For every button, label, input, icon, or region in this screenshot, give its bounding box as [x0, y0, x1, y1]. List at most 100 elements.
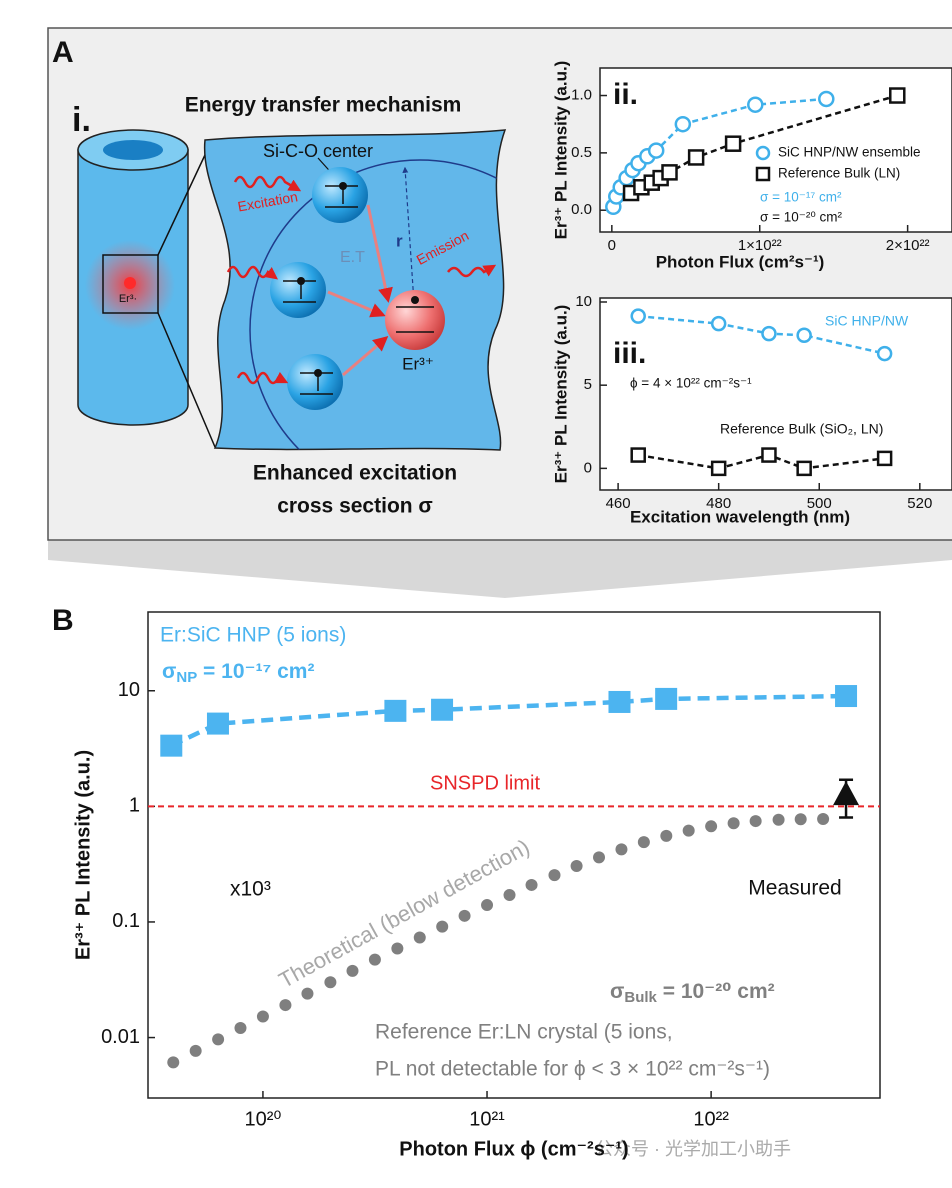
marker	[368, 953, 381, 966]
annotation: x10³	[230, 878, 271, 901]
ion-label: Er³⁺	[402, 354, 434, 373]
sigma-label: σNP = 10⁻¹⁷ cm²	[162, 660, 314, 686]
reference-label: SNSPD limit	[430, 773, 540, 795]
caption: Enhanced excitation	[253, 462, 457, 485]
marker	[436, 920, 449, 933]
panel-label: A	[52, 36, 74, 69]
x-tick-label: 10²⁰	[244, 1108, 281, 1130]
x-tick-label: 500	[807, 495, 832, 512]
marker	[279, 999, 292, 1012]
marker	[630, 308, 646, 324]
y-axis-label: Er³⁺ PL Intensity (a.u.)	[551, 61, 570, 240]
marker	[682, 824, 695, 837]
x-tick-label: 2×10²²	[886, 237, 930, 254]
y-axis-label: Er³⁺ PL Intensity (a.u.)	[551, 305, 570, 484]
marker	[212, 1033, 225, 1046]
legend-label: SiC HNP/NW ensemble	[778, 145, 921, 160]
marker	[710, 460, 727, 477]
transfer-label: E.T	[340, 249, 365, 266]
y-tick-label: 0.1	[112, 910, 140, 932]
series-label: Er:SiC HNP (5 ions)	[160, 624, 346, 647]
marker	[705, 820, 718, 833]
marker	[835, 685, 858, 708]
sigma-subscript: NP	[176, 669, 197, 686]
marker	[301, 987, 314, 1000]
marker	[817, 812, 830, 825]
y-tick-label: 1.0	[571, 86, 592, 103]
marker	[876, 345, 893, 362]
y-tick-label: 0.01	[101, 1026, 140, 1048]
marker	[655, 687, 678, 710]
marker	[889, 87, 906, 104]
marker	[687, 149, 705, 166]
y-tick-label: 10	[118, 679, 140, 701]
panel-sublabel: ii.	[613, 78, 638, 111]
connector	[48, 540, 952, 598]
marker	[761, 325, 777, 342]
distance-label: r	[396, 231, 403, 250]
legend-marker	[755, 166, 771, 182]
panel-sublabel: iii.	[613, 337, 646, 370]
marker	[570, 859, 583, 872]
sigma-subscript: Bulk	[624, 989, 657, 1006]
annotation: ϕ = 4 × 10²² cm⁻²s⁻¹	[630, 376, 752, 391]
marker	[503, 889, 516, 902]
sigma-value: = 10⁻²⁰ cm²	[657, 980, 775, 1003]
annotation: PL not detectable for ϕ < 3 × 10²² cm⁻²s…	[375, 1058, 770, 1081]
marker	[761, 447, 777, 463]
marker	[637, 836, 650, 849]
marker	[794, 813, 807, 826]
x-tick-label: 0	[608, 237, 616, 254]
marker	[458, 909, 471, 922]
y-axis-label: Er³⁺ PL Intensity (a.u.)	[72, 750, 94, 960]
x-tick-label: 520	[907, 495, 932, 512]
marker	[413, 931, 426, 944]
x-tick-label: 10²¹	[469, 1108, 505, 1130]
x-tick-label: 1×10²²	[738, 237, 782, 254]
x-axis-label: Excitation wavelength (nm)	[630, 507, 850, 526]
y-tick-label: 10	[575, 293, 592, 310]
marker	[189, 1044, 202, 1057]
y-tick-label: 0.5	[571, 144, 592, 161]
marker	[647, 142, 665, 159]
marker	[833, 781, 860, 806]
marker	[525, 878, 538, 891]
series-label: Reference Bulk (SiO₂, LN)	[720, 421, 883, 437]
annotation: σ = 10⁻¹⁷ cm²	[760, 190, 842, 205]
panel-sublabel: i.	[72, 101, 91, 139]
legend-marker	[755, 145, 771, 161]
series-label: Measured	[748, 877, 841, 900]
legend-label: Reference Bulk (LN)	[778, 166, 900, 181]
x-axis-label: Photon Flux (cm²s⁻¹)	[656, 252, 825, 271]
y-tick-label: 0.0	[571, 201, 592, 218]
marker	[772, 813, 785, 826]
marker	[727, 817, 740, 830]
marker	[608, 690, 631, 713]
marker	[346, 964, 359, 977]
marker	[710, 315, 727, 332]
marker	[481, 899, 494, 912]
watermark: 公众号 · 光学加工小助手	[595, 1139, 791, 1159]
marker	[234, 1021, 247, 1034]
annotation: Reference Er:LN crystal (5 ions,	[375, 1021, 673, 1044]
caption: cross section σ	[277, 495, 433, 518]
x-tick-label: 460	[606, 495, 631, 512]
y-tick-label: 1	[129, 795, 140, 817]
series-label: SiC HNP/NW	[825, 313, 909, 329]
marker	[876, 450, 893, 467]
marker	[324, 976, 337, 989]
marker	[256, 1010, 269, 1023]
sigma-label: σBulk = 10⁻²⁰ cm²	[610, 980, 775, 1006]
x-tick-label: 10²²	[693, 1108, 729, 1130]
marker	[747, 96, 764, 113]
marker	[674, 115, 692, 133]
marker	[660, 829, 673, 842]
marker	[160, 734, 183, 757]
marker	[796, 327, 812, 344]
x-axis-label: Photon Flux ϕ (cm⁻²s⁻¹)	[399, 1138, 628, 1160]
y-tick-label: 5	[584, 376, 592, 393]
x-tick-label: 480	[706, 495, 731, 512]
y-tick-label: 0	[584, 459, 592, 476]
cylinder	[77, 129, 216, 448]
